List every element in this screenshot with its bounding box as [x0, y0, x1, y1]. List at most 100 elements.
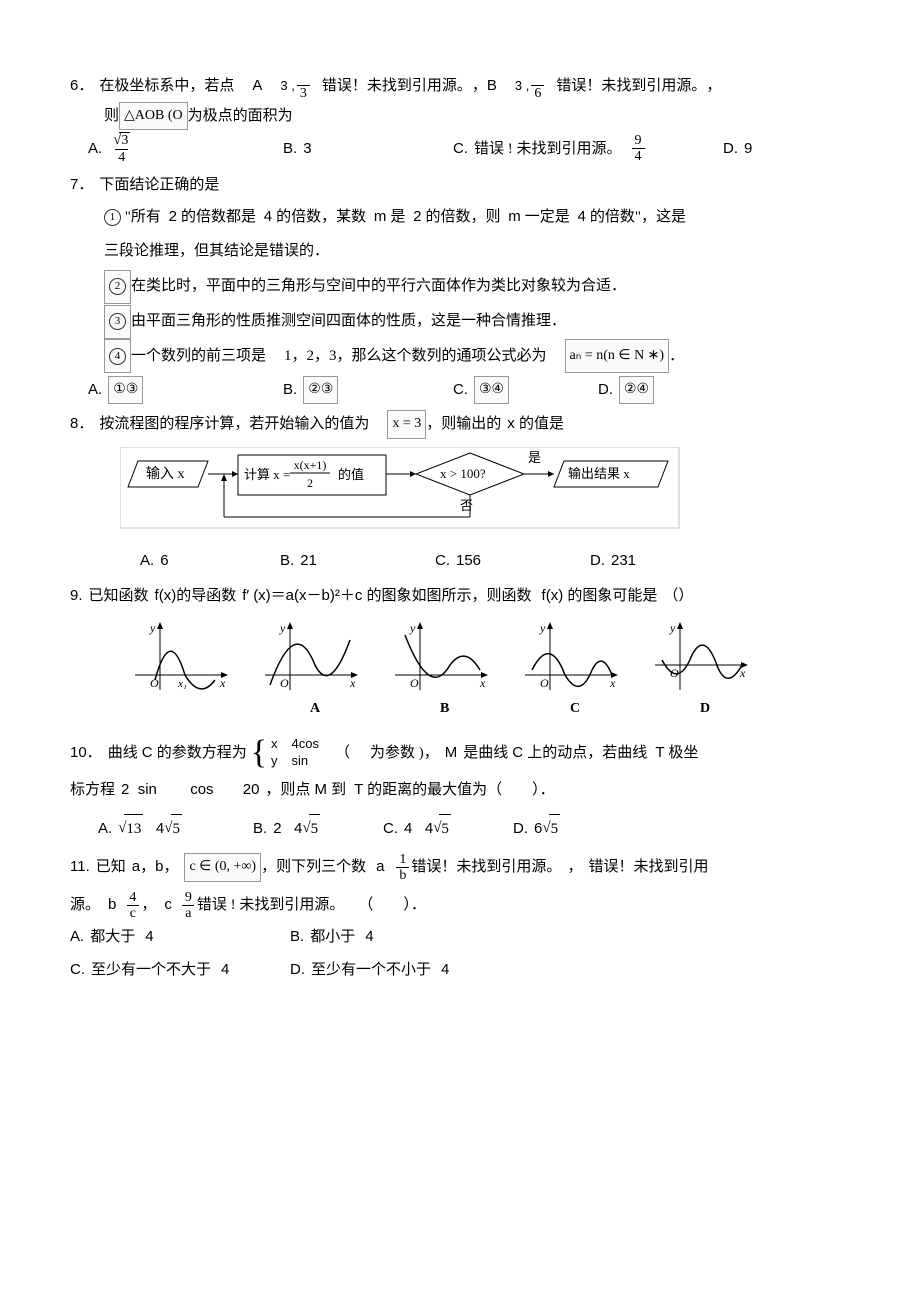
- q6-comma2: ，: [706, 72, 721, 101]
- q6-opt-A-label: A.: [88, 135, 102, 164]
- q11-opts: A.都大于4 B.都小于4 C.至少有一个不大于4 D.至少有一个不小于4: [70, 923, 850, 984]
- q7-s4a: 一个数列的前三项是: [131, 339, 266, 374]
- q6-line2-pre: 则: [104, 102, 119, 131]
- q6-opt-C-err: 错误 ! 未找到引用源。: [474, 135, 622, 164]
- svg-text:y: y: [409, 621, 416, 635]
- q11-num: 11.: [70, 853, 90, 882]
- q6-A-r: 3 ,: [280, 74, 294, 99]
- q8-text-c: x 的值是: [507, 410, 564, 439]
- q10-num: 10．: [70, 739, 102, 768]
- svg-text:x: x: [219, 676, 226, 690]
- circ-2-icon: 2: [104, 270, 131, 304]
- q7-s1-line2: 三段论推理，但其结论是错误的．: [104, 234, 850, 269]
- q6-opt-C-frac: 94: [632, 133, 645, 165]
- q11-frac1: 1b: [396, 852, 409, 884]
- q7-opt-B: ②③: [303, 376, 338, 405]
- brace-icon: {: [251, 736, 267, 770]
- q6-opt-B-val: 3: [303, 135, 311, 164]
- q10-opts: A. 13 4 5 B. 2 4 5 C. 4 4 5 D. 6 5: [98, 814, 850, 844]
- q11: 11. 已知 a，b， c ∈ (0, +∞) ，则下列三个数 a 1b 错误！…: [70, 852, 850, 985]
- svg-text:O: O: [410, 676, 419, 690]
- svg-text:y: y: [279, 621, 286, 635]
- q10-eq: 2 sin cos 20: [121, 776, 259, 805]
- q8-text-b: ，则输出的: [426, 410, 501, 439]
- svg-text:y: y: [669, 621, 676, 635]
- q6-comma1: ，: [472, 72, 487, 101]
- q11-opt-A: 都大于: [90, 923, 135, 952]
- q6-num: 6．: [70, 72, 93, 101]
- q7-s4-formula: aₙ = n(n ∈ N ∗): [565, 339, 670, 373]
- q6-opt-D-val: 9: [744, 135, 752, 164]
- q6-opt-B-label: B.: [283, 135, 297, 164]
- q6-opt-C-label: C.: [453, 135, 468, 164]
- q7-s4b: 1，2，3，那么这个数列的通项公式必为: [284, 339, 547, 374]
- svg-text:x: x: [349, 676, 356, 690]
- q6-opts: A. 34 B.3 C.错误 ! 未找到引用源。 94 D.9: [88, 132, 850, 165]
- q6-line2: 则 △AOB (O 为极点的面积为: [104, 102, 850, 131]
- svg-text:B: B: [440, 701, 449, 715]
- q8-num: 8．: [70, 410, 93, 439]
- svg-text:计算 x =: 计算 x =: [244, 467, 290, 482]
- q11-opt-D: 至少有一个不小于: [311, 956, 431, 985]
- circ-1-icon: 1: [104, 209, 121, 226]
- q7-s3: 由平面三角形的性质推测空间四面体的性质，这是一种合情推理．: [131, 313, 566, 329]
- q11-opt-C: 至少有一个不大于: [91, 956, 211, 985]
- q6-line1: 6． 在极坐标系中，若点 A 3 , 3 错误！未找到引用源。 ， B 3 , …: [70, 70, 850, 102]
- q6-A-theta: 3: [297, 70, 310, 102]
- q8-flowchart: 输入 x 计算 x = x(x+1) 2 的值 x > 100? 是 输出结果 …: [120, 447, 850, 540]
- q6-B-label: B: [487, 72, 497, 101]
- q11-opt-B: 都小于: [310, 923, 355, 952]
- svg-text:输出结果 x: 输出结果 x: [568, 466, 630, 481]
- svg-text:C: C: [570, 701, 580, 715]
- q11-frac3: 9a: [182, 890, 195, 922]
- q6-opt-A-val: 34: [110, 132, 133, 165]
- q10-opt-A-r1: 13: [118, 814, 143, 844]
- svg-text:是: 是: [528, 450, 541, 465]
- q6-A-label: A: [252, 72, 262, 101]
- q7-opt-D: ②④: [619, 376, 654, 405]
- q7-num: 7．: [70, 171, 93, 200]
- q11-cset: c ∈ (0, +∞): [184, 853, 261, 882]
- svg-text:x(x+1): x(x+1): [294, 458, 327, 472]
- svg-text:O: O: [540, 676, 549, 690]
- q10-opt-D-r: 5: [542, 814, 560, 844]
- q6-err1: 错误！未找到引用源。: [322, 72, 472, 101]
- q8-opt-B: 21: [300, 547, 317, 576]
- svg-text:y: y: [539, 621, 546, 635]
- svg-text:O: O: [280, 676, 289, 690]
- q6-text-a: 在极坐标系中，若点: [99, 72, 234, 101]
- q6: 6． 在极坐标系中，若点 A 3 , 3 错误！未找到引用源。 ， B 3 , …: [70, 70, 850, 165]
- circ-4-icon: 4: [104, 339, 131, 373]
- svg-text:否: 否: [460, 498, 473, 513]
- q7-text: 下面结论正确的是: [99, 171, 219, 200]
- svg-text:2: 2: [307, 476, 313, 490]
- q7-opt-A: ①③: [108, 376, 143, 405]
- q9-graphs: y O x x₁ y O x A y O x: [130, 620, 850, 726]
- q8-opt-C: 156: [456, 547, 481, 576]
- q6-opt-D-label: D.: [723, 135, 738, 164]
- q6-B-theta: 6: [531, 70, 544, 102]
- q11-frac2: 4c: [126, 890, 139, 922]
- q10: 10． 曲线 C 的参数方程为 { x4cos ysin （ 为参数 )， M …: [70, 736, 850, 844]
- q7-opt-C: ③④: [474, 376, 509, 405]
- svg-text:D: D: [700, 701, 710, 715]
- q10-param-eq: x4cos ysin: [271, 736, 319, 770]
- q8-text-a: 按流程图的程序计算，若开始输入的值为: [99, 410, 369, 439]
- q9-num: 9.: [70, 582, 83, 611]
- q8-opt-D: 231: [611, 547, 636, 576]
- svg-text:A: A: [310, 701, 321, 715]
- q9: 9. 已知函数 f(x)的导函数 f′ (x)＝a(x－b)²＋c 的图象如图所…: [70, 582, 850, 726]
- circ-3-icon: 3: [104, 305, 131, 339]
- q7-s4-period: ．: [669, 339, 684, 374]
- svg-text:的值: 的值: [338, 467, 364, 482]
- q10-opt-B-r: 5: [302, 814, 320, 844]
- svg-text:x: x: [609, 676, 616, 690]
- q7: 7．下面结论正确的是 1 "所有 2的倍数都是 4的倍数，某数 m是 2的倍数，…: [70, 171, 850, 404]
- q6-line2-post: 为极点的面积为: [188, 102, 293, 131]
- svg-text:x > 100?: x > 100?: [440, 466, 486, 481]
- svg-text:O: O: [150, 676, 159, 690]
- q6-err2: 错误！未找到引用源。: [556, 72, 706, 101]
- q8: 8． 按流程图的程序计算，若开始输入的值为 x = 3 ，则输出的 x 的值是 …: [70, 410, 850, 576]
- q7-opts: A.①③ B.②③ C.③④ D.②④: [88, 376, 850, 405]
- svg-text:输入 x: 输入 x: [146, 466, 185, 482]
